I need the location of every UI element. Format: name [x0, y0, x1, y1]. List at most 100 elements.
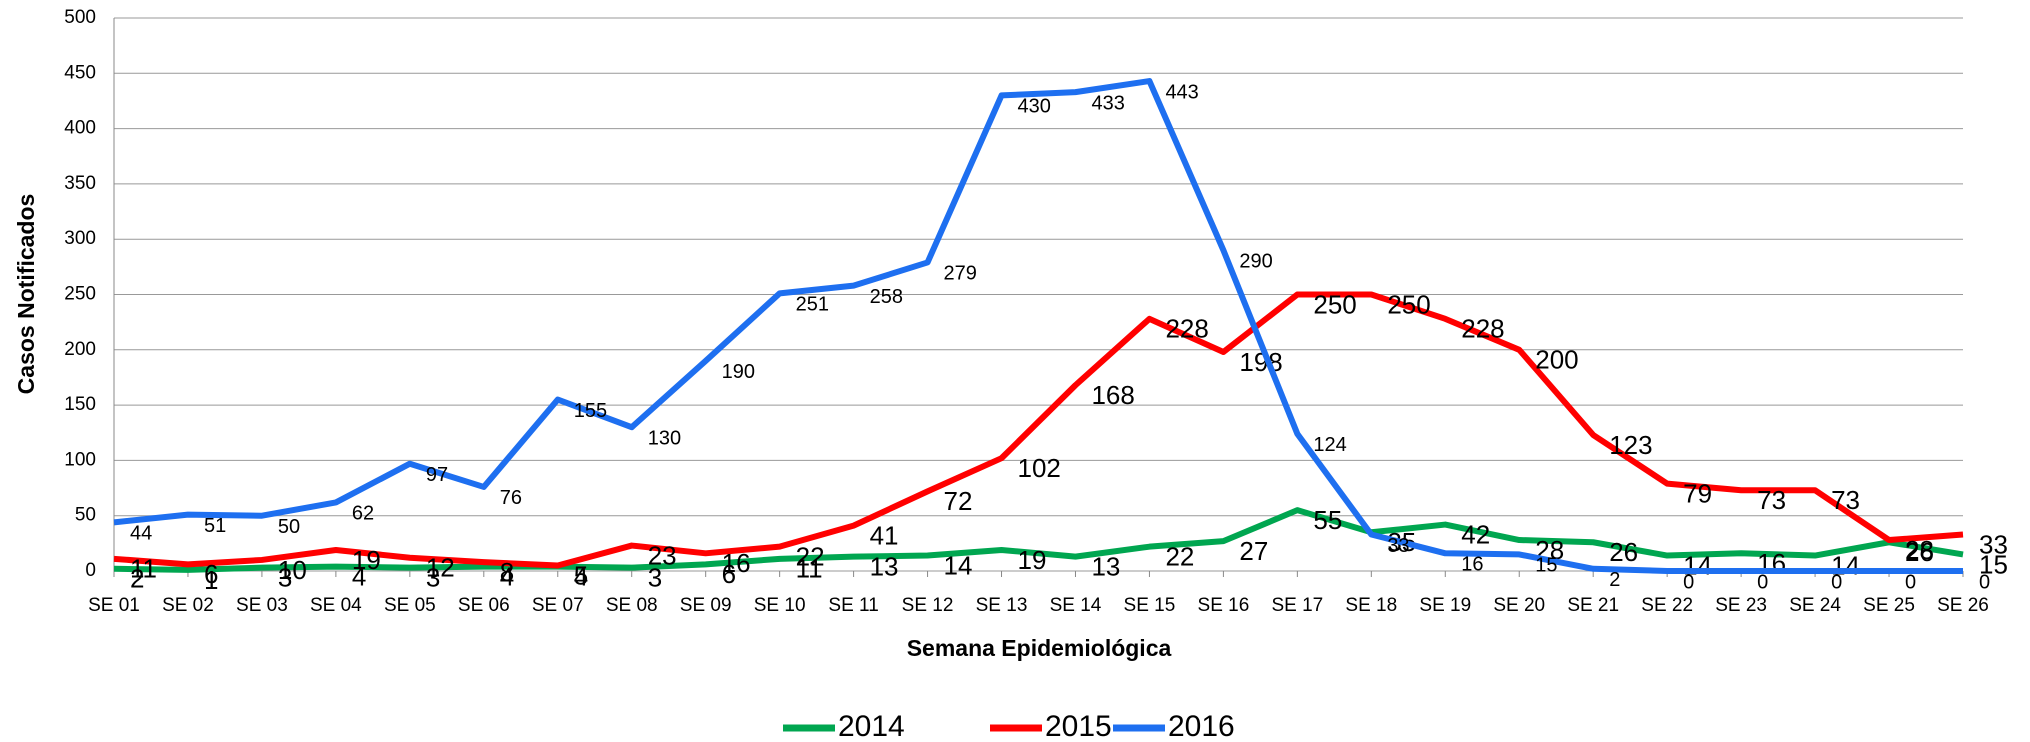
data-label: 26 — [1609, 537, 1638, 567]
data-label: 155 — [574, 400, 607, 422]
data-label: 6 — [204, 559, 218, 589]
y-tick-label: 0 — [85, 560, 96, 581]
data-label: 3 — [648, 563, 662, 593]
x-tick-label: SE 02 — [162, 595, 214, 616]
x-tick-label: SE 18 — [1345, 595, 1397, 616]
y-axis-title: Casos Notificados — [13, 194, 39, 395]
x-tick-label: SE 10 — [754, 595, 806, 616]
y-tick-label: 150 — [64, 394, 96, 415]
x-tick-label: SE 04 — [310, 595, 362, 616]
data-label: 5 — [574, 560, 588, 590]
data-label: 16 — [1461, 554, 1483, 576]
series-line — [113, 291, 1964, 569]
data-label: 51 — [204, 515, 226, 537]
data-label: 290 — [1239, 251, 1272, 273]
data-label: 2 — [130, 564, 144, 594]
x-tick-label: SE 12 — [902, 595, 954, 616]
data-label: 73 — [1757, 485, 1786, 515]
data-label: 44 — [130, 523, 152, 545]
x-tick-label: SE 20 — [1493, 595, 1545, 616]
data-label: 3 — [426, 563, 440, 593]
data-label: 168 — [1091, 380, 1134, 410]
data-label: 0 — [1979, 571, 1990, 593]
data-label: 250 — [1313, 289, 1356, 319]
data-label: 12 — [426, 553, 455, 583]
y-tick-label: 350 — [64, 173, 96, 194]
data-label: 1 — [204, 565, 218, 595]
data-label: 124 — [1313, 434, 1346, 456]
x-tick-label: SE 25 — [1863, 595, 1915, 616]
data-label: 72 — [944, 486, 973, 516]
x-tick-label: SE 21 — [1567, 595, 1619, 616]
data-label: 190 — [722, 361, 755, 383]
data-label: 11 — [130, 554, 157, 584]
data-label: 50 — [278, 516, 300, 538]
data-label: 16 — [722, 548, 751, 578]
y-tick-label: 450 — [64, 62, 96, 83]
data-label: 41 — [870, 521, 899, 551]
data-label: 62 — [352, 503, 374, 525]
y-tick-label: 100 — [64, 449, 96, 470]
data-label: 2 — [1609, 569, 1620, 591]
data-label: 73 — [1831, 485, 1860, 515]
data-label: 27 — [1239, 536, 1268, 566]
x-tick-label: SE 08 — [606, 595, 658, 616]
x-axis-title: Semana Epidemiológica — [907, 635, 1172, 661]
data-label: 10 — [278, 555, 307, 585]
data-label: 4 — [500, 561, 514, 591]
y-tick-label: 50 — [75, 505, 96, 526]
data-label: 79 — [1683, 479, 1712, 509]
data-label: 123 — [1609, 430, 1652, 460]
data-label: 130 — [648, 428, 681, 450]
x-tick-label: SE 26 — [1937, 595, 1989, 616]
x-tick-label: SE 23 — [1715, 595, 1767, 616]
y-tick-label: 400 — [64, 118, 96, 139]
series-line — [113, 507, 1964, 573]
data-label: 76 — [500, 487, 522, 509]
data-label: 33 — [1387, 535, 1409, 557]
data-label: 4 — [352, 561, 366, 591]
data-label: 11 — [796, 554, 823, 584]
data-label: 19 — [1018, 545, 1047, 575]
x-tick-label: SE 05 — [384, 595, 436, 616]
legend-label: 2016 — [1168, 710, 1235, 742]
x-tick-label: SE 24 — [1789, 595, 1841, 616]
y-tick-label: 200 — [64, 339, 96, 360]
x-tick-label: SE 14 — [1050, 595, 1102, 616]
data-label: 13 — [870, 551, 899, 581]
data-label: 33 — [1979, 529, 2008, 559]
y-tick-label: 500 — [64, 7, 96, 28]
data-label: 14 — [1831, 550, 1860, 580]
data-label: 26 — [1905, 537, 1934, 567]
data-label: 8 — [500, 557, 514, 587]
x-tick-label: SE 17 — [1271, 595, 1323, 616]
data-label: 0 — [1757, 571, 1768, 593]
y-tick-label: 250 — [64, 284, 96, 305]
data-label: 3 — [278, 563, 292, 593]
data-label: 279 — [944, 263, 977, 285]
legend-label: 2015 — [1045, 710, 1112, 742]
data-label: 55 — [1313, 505, 1342, 535]
data-label: 22 — [796, 542, 825, 572]
data-label: 23 — [648, 540, 677, 570]
x-tick-label: SE 11 — [828, 595, 878, 616]
x-tick-label: SE 06 — [458, 595, 510, 616]
data-label: 0 — [1683, 571, 1694, 593]
data-label: 430 — [1018, 96, 1051, 118]
x-tick-label: SE 15 — [1124, 595, 1176, 616]
x-tick-label: SE 03 — [236, 595, 288, 616]
x-tick-label: SE 19 — [1419, 595, 1471, 616]
data-label: 228 — [1165, 314, 1208, 344]
data-label: 0 — [1831, 571, 1842, 593]
x-tick-label: SE 16 — [1198, 595, 1250, 616]
data-label: 443 — [1165, 81, 1198, 103]
data-label: 97 — [426, 464, 448, 486]
data-label: 14 — [1683, 550, 1712, 580]
series-line — [113, 78, 1963, 574]
data-label: 15 — [1535, 555, 1557, 577]
y-tick-label: 300 — [64, 228, 96, 249]
data-label: 14 — [944, 550, 973, 580]
data-label: 251 — [796, 294, 829, 316]
data-label: 102 — [1018, 453, 1061, 483]
